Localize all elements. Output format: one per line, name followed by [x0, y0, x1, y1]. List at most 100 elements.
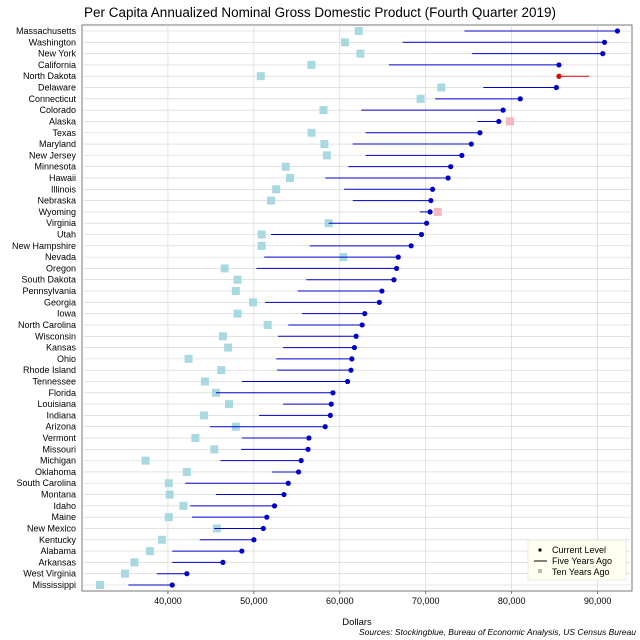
- ten-years-ago-marker: [267, 196, 276, 205]
- ten-years-ago-marker: [257, 241, 266, 250]
- current-level-dot: [391, 277, 397, 283]
- ten-years-ago-marker: [191, 434, 200, 443]
- current-level-dot: [251, 537, 257, 543]
- current-level-dot: [601, 39, 608, 45]
- current-level-dot: [298, 458, 304, 464]
- ten-years-ago-marker: [141, 456, 150, 465]
- state-label: Vermont: [42, 433, 76, 443]
- state-label: New Hampshire: [12, 241, 76, 251]
- ten-years-ago-marker: [182, 467, 191, 476]
- state-label: South Dakota: [21, 275, 76, 285]
- current-level-dot: [260, 525, 266, 532]
- ten-years-ago-marker: [130, 558, 139, 567]
- current-level-dot: [445, 175, 451, 181]
- state-label: Indiana: [46, 410, 76, 420]
- current-level-dot: [295, 469, 302, 475]
- current-level-dot: [330, 390, 336, 396]
- x-tick-label: 40,000: [154, 596, 182, 606]
- current-level-dot: [428, 197, 434, 204]
- legend: Current Level Five Years Ago Ten Years A…: [527, 539, 627, 581]
- current-level-dot: [477, 130, 483, 136]
- current-level-dot: [327, 412, 333, 419]
- current-level-dot: [614, 28, 620, 34]
- source-note: Sources: Stockingblue, Bureau of Economi…: [359, 627, 636, 637]
- current-level-dot: [239, 548, 245, 554]
- ten-years-ago-marker: [200, 411, 209, 420]
- state-label: Kentucky: [39, 535, 77, 545]
- state-label: Louisiana: [37, 399, 76, 409]
- legend-box: [527, 539, 627, 581]
- ten-years-ago-marker: [233, 309, 242, 318]
- x-axis-ticks: 40,000 50,000 60,000 70,000 80,000 90,000: [154, 591, 611, 606]
- current-level-dot: [556, 62, 562, 68]
- current-level-dot: [448, 164, 454, 170]
- state-label: Oregon: [46, 263, 76, 273]
- legend-ten-years-label: Ten Years Ago: [552, 567, 610, 577]
- current-level-dot: [393, 265, 400, 272]
- state-label: Nebraska: [37, 196, 76, 206]
- state-label: Massachusetts: [16, 26, 77, 36]
- state-label: North Carolina: [18, 320, 76, 330]
- ten-years-ago-marker: [281, 162, 290, 171]
- current-level-dot: [264, 514, 270, 520]
- ten-years-ago-marker: [257, 230, 266, 239]
- ten-years-ago-marker: [96, 581, 105, 589]
- ten-years-ago-marker: [220, 264, 229, 273]
- ten-years-ago-marker: [256, 72, 265, 81]
- state-label: Hawaii: [49, 173, 76, 183]
- state-label: Illinois: [51, 184, 77, 194]
- ten-years-ago-marker: [307, 60, 316, 69]
- ten-years-ago-marker: [165, 490, 174, 499]
- state-label: Iowa: [57, 309, 76, 319]
- legend-ten-years-marker: [538, 569, 542, 573]
- current-level-dot: [376, 299, 382, 305]
- state-label: Florida: [48, 388, 76, 398]
- current-level-dot: [418, 231, 425, 238]
- ten-years-ago-marker: [272, 185, 281, 194]
- ten-years-ago-marker: [354, 27, 363, 35]
- current-level-dot: [344, 378, 351, 385]
- state-label: Arizona: [45, 422, 76, 432]
- ten-years-ago-marker: [233, 275, 242, 284]
- ten-years-ago-marker: [164, 513, 173, 522]
- x-tick-label: 50,000: [240, 596, 268, 606]
- state-label: Wyoming: [39, 207, 76, 217]
- state-label: Virginia: [46, 218, 76, 228]
- current-level-dot: [322, 424, 328, 430]
- ten-years-ago-marker: [231, 287, 240, 296]
- ten-years-ago-marker: [505, 117, 514, 126]
- legend-current-label: Current Level: [552, 545, 606, 555]
- current-level-dot: [500, 107, 506, 113]
- state-label: West Virginia: [23, 569, 76, 579]
- ten-years-ago-marker: [200, 377, 209, 386]
- state-label: Missouri: [42, 444, 76, 454]
- current-level-dot: [285, 480, 291, 486]
- ten-years-ago-marker: [224, 343, 233, 352]
- state-label: Maryland: [39, 139, 76, 149]
- ten-years-ago-marker: [320, 140, 329, 149]
- state-label: Washington: [29, 37, 76, 47]
- current-level-dot: [169, 582, 175, 588]
- current-level-dot: [424, 220, 430, 226]
- current-level-dot: [427, 209, 433, 215]
- current-level-dot: [328, 401, 334, 407]
- state-label: Rhode Island: [23, 365, 76, 375]
- current-level-dot: [517, 96, 523, 102]
- current-level-dot: [468, 141, 474, 147]
- current-level-dot: [553, 84, 559, 91]
- state-label: New Jersey: [29, 150, 77, 160]
- ten-years-ago-marker: [307, 128, 316, 137]
- ten-years-ago-marker: [263, 320, 272, 329]
- ten-years-ago-marker: [224, 400, 233, 409]
- current-level-dots: [169, 28, 620, 588]
- current-level-dot: [430, 186, 436, 192]
- current-level-dot: [353, 333, 359, 339]
- ten-years-ago-marker: [433, 207, 442, 216]
- current-level-dot: [408, 243, 414, 249]
- current-level-dot: [496, 118, 502, 125]
- ten-years-ago-marker: [120, 569, 129, 578]
- state-label: Mississippi: [32, 580, 76, 590]
- ten-years-ago-marker: [164, 479, 173, 488]
